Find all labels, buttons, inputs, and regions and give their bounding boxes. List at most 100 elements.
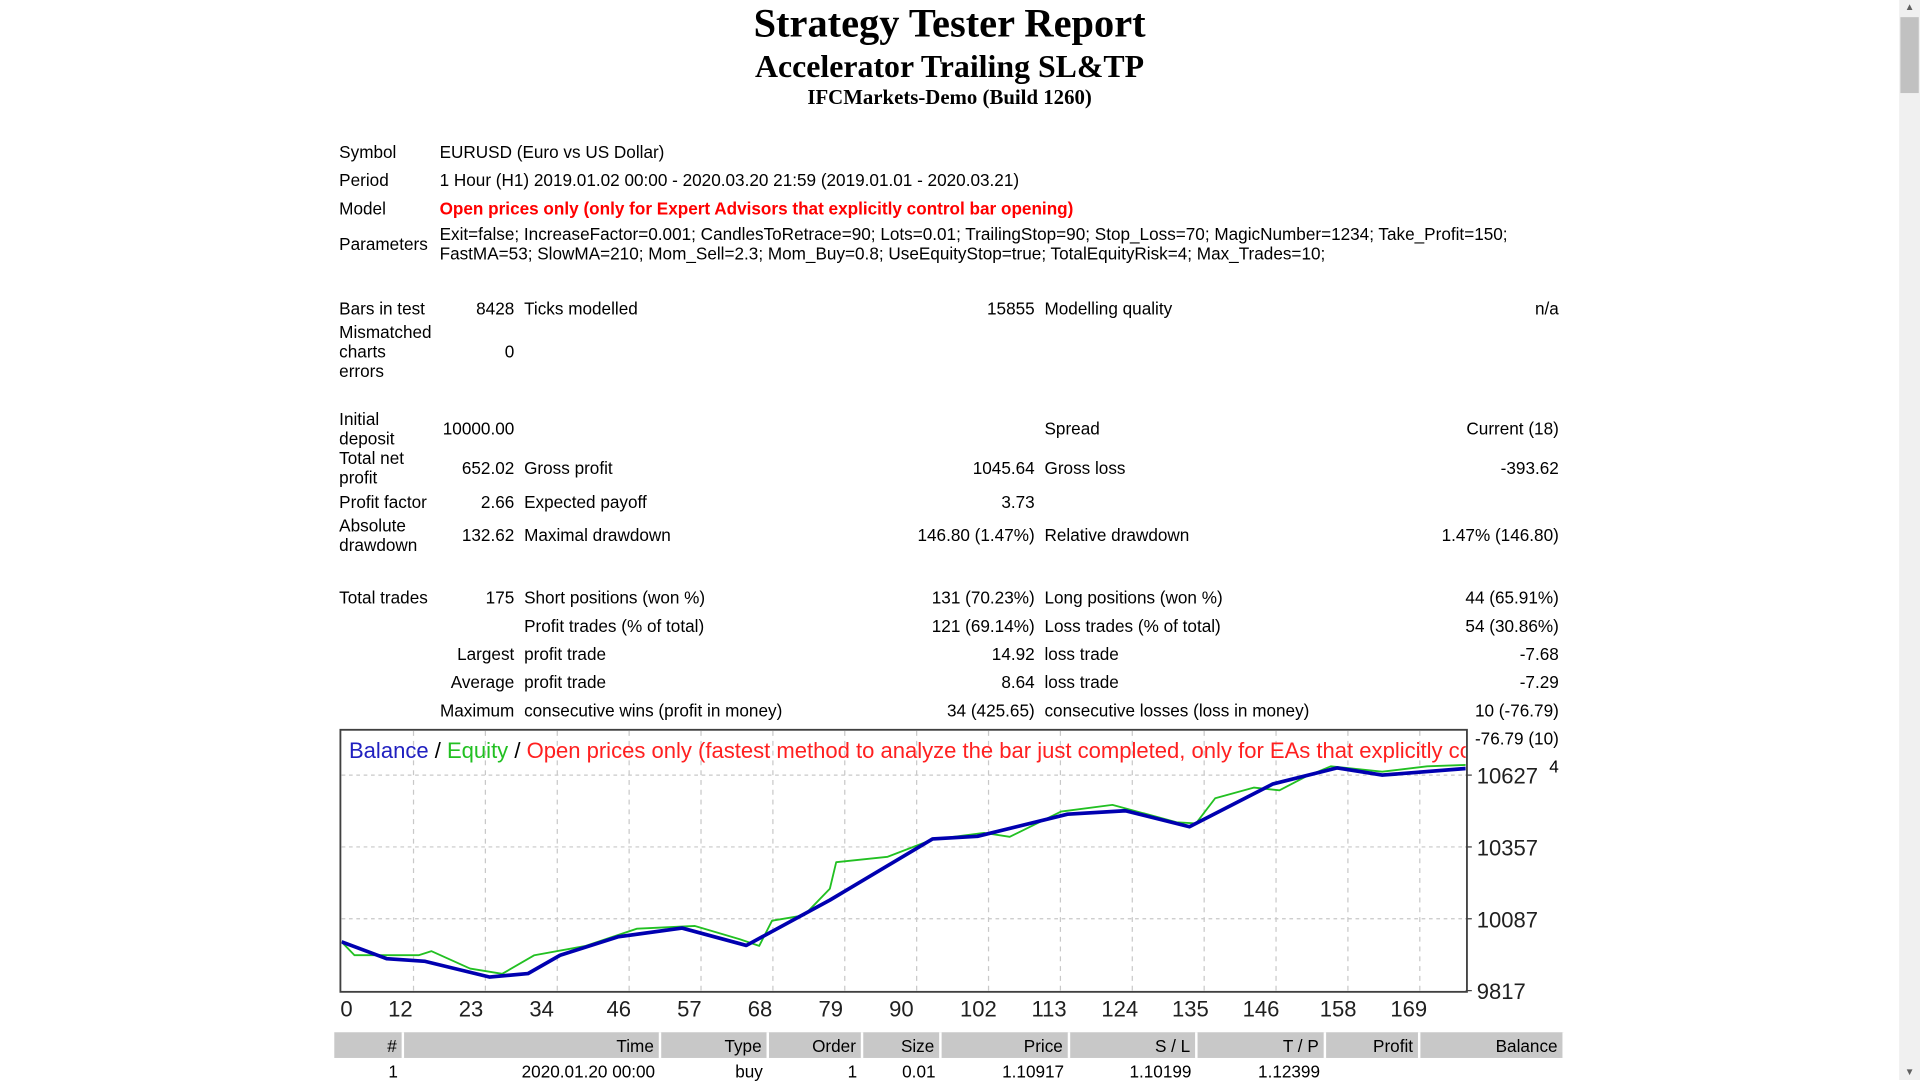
y-tick-label: 10357 — [1477, 836, 1538, 861]
legend-part: Balance — [349, 738, 429, 763]
legend-part: / — [429, 738, 447, 763]
stat-label: Total net profit — [339, 448, 405, 488]
stat-label — [334, 611, 434, 639]
trade-cell: 1.12399 — [1258, 1061, 1321, 1081]
column-header[interactable]: Profit — [1324, 1032, 1421, 1058]
summary-table: Symbol EURUSD (Euro vs US Dollar) Period 1 … — [334, 137, 1563, 780]
stat-label — [1040, 487, 1285, 515]
stat-label: Profit factor — [339, 491, 427, 512]
x-tick-label: 23 — [459, 996, 484, 1021]
x-tick-label: 169 — [1390, 996, 1427, 1021]
vertical-scrollbar[interactable]: ▲ ▼ — [1899, 0, 1920, 1081]
stat-label — [334, 696, 434, 724]
stat-value — [825, 322, 1039, 381]
stat-label: Gross loss — [1044, 457, 1126, 478]
stat-label: Ticks modelled — [524, 298, 638, 318]
stats-row: Maximum consecutive wins (profit in money… — [334, 696, 1563, 724]
stat-value: Maximum — [439, 699, 515, 720]
info-label: Symbol — [339, 141, 397, 162]
x-tick-label: 146 — [1243, 996, 1280, 1021]
stat-label: Spread — [1044, 418, 1100, 439]
stat-label: Gross profit — [524, 457, 613, 478]
info-value: Exit=false; IncreaseFactor=0.001; Candle… — [439, 224, 1508, 264]
stat-value: 15855 — [987, 298, 1035, 318]
stat-label: Relative drawdown — [1044, 525, 1190, 545]
column-header[interactable]: Size — [862, 1032, 942, 1058]
info-row: Symbol EURUSD (Euro vs US Dollar) — [334, 137, 1563, 165]
stats-row: Total net profit 652.02 Gross profit 1045.6… — [334, 448, 1563, 487]
stat-label: consecutive losses (loss in money) — [1044, 699, 1310, 720]
stat-value: 8428 — [476, 298, 515, 318]
stat-value — [825, 409, 1039, 448]
stat-label: Short positions (won %) — [524, 587, 706, 607]
trade-row[interactable]: 1 2020.01.20 00:00 buy 1 0.01 1.10917 1.10199 1… — [334, 1058, 1563, 1084]
x-tick-label: 124 — [1101, 996, 1138, 1021]
stat-label: Initial deposit — [339, 408, 395, 449]
server-build: IFCMarkets-Demo (Build 1260) — [807, 85, 1092, 109]
stats-row: Absolute drawdown 132.62 Maximal drawdown 1… — [334, 516, 1563, 555]
stat-label — [334, 639, 434, 667]
stat-value: 121 (69.14%) — [931, 615, 1035, 635]
stat-value: -7.29 — [1519, 671, 1559, 692]
legend-part: / — [508, 738, 526, 763]
equity-line — [341, 764, 1466, 975]
expert-name: Accelerator Trailing SL&TP — [755, 48, 1145, 85]
stat-value: Current (18) — [1466, 418, 1559, 439]
stat-value: 652.02 — [461, 457, 515, 478]
balance-equity-chart: 9817 10087 10357 10627 0 12 23 34 46 57 68 79 90 102 1… — [339, 728, 1538, 1021]
x-tick-label: 102 — [960, 996, 997, 1021]
stat-label: Maximal drawdown — [524, 525, 671, 545]
stat-label: loss trade — [1044, 643, 1119, 664]
stat-value: -393.62 — [1500, 457, 1559, 478]
x-tick-label: 0 — [340, 996, 352, 1021]
x-tick-label: 113 — [1032, 996, 1067, 1021]
stat-value: 54 (30.86%) — [1465, 615, 1559, 635]
x-tick-label: 57 — [677, 996, 702, 1021]
report-title: Strategy Tester Report — [753, 2, 1146, 47]
stat-value: 131 (70.23%) — [931, 587, 1035, 607]
stat-value: 132.62 — [461, 525, 515, 545]
info-value: Open prices only (only for Expert Adviso… — [439, 197, 1074, 218]
stats-row: Average profit trade 8.64 loss trade -7.29 — [334, 667, 1563, 695]
stat-value: 10000.00 — [442, 418, 515, 439]
stat-label: Modelling quality — [1044, 298, 1173, 318]
info-label: Period — [339, 169, 389, 190]
scroll-up-arrow-icon[interactable]: ▲ — [1904, 1, 1915, 13]
info-label: Model — [339, 197, 386, 218]
column-header[interactable]: Type — [660, 1032, 769, 1058]
column-header[interactable]: Time — [402, 1032, 662, 1058]
column-header[interactable]: S / L — [1068, 1032, 1198, 1058]
stat-value — [1284, 322, 1563, 381]
trade-cell: 0.01 — [902, 1061, 936, 1081]
x-tick-label: 12 — [388, 996, 413, 1021]
x-tick-label: 34 — [529, 996, 554, 1021]
scrollbar-thumb[interactable] — [1900, 17, 1919, 94]
column-header[interactable]: Price — [940, 1032, 1071, 1058]
stat-label — [1040, 322, 1285, 381]
trade-cell: buy — [735, 1061, 763, 1081]
stats-row: Total trades 175 Short positions (won %) 13… — [334, 583, 1563, 611]
stat-value: 0 — [504, 341, 515, 362]
stat-value: -76.79 (10) — [1474, 727, 1559, 748]
stat-value: 34 (425.65) — [947, 699, 1035, 720]
stat-label — [334, 667, 434, 695]
stat-label — [519, 409, 825, 448]
stats-row: Profit trades (% of total) 121 (69.14%) Lo… — [334, 611, 1563, 639]
column-header[interactable]: Order — [767, 1032, 864, 1058]
column-header[interactable]: T / P — [1196, 1032, 1327, 1058]
stat-value: Average — [450, 671, 515, 692]
stat-value: n/a — [1534, 298, 1559, 318]
x-tick-label: 90 — [889, 996, 914, 1021]
trade-cell: 2020.01.20 00:00 — [521, 1061, 656, 1081]
stats-row: Largest profit trade 14.92 loss trade -7.68 — [334, 639, 1563, 667]
scroll-down-arrow-icon[interactable]: ▼ — [1904, 1066, 1915, 1078]
column-header[interactable]: # — [334, 1032, 405, 1058]
column-header[interactable]: Balance — [1419, 1032, 1565, 1058]
stat-value: Largest — [457, 643, 515, 664]
x-tick-label: 135 — [1172, 996, 1209, 1021]
spacer — [334, 555, 1563, 583]
stat-label: Long positions (won %) — [1044, 587, 1223, 607]
stat-value: 146.80 (1.47%) — [917, 525, 1035, 545]
trade-cell: 1 — [847, 1061, 858, 1081]
